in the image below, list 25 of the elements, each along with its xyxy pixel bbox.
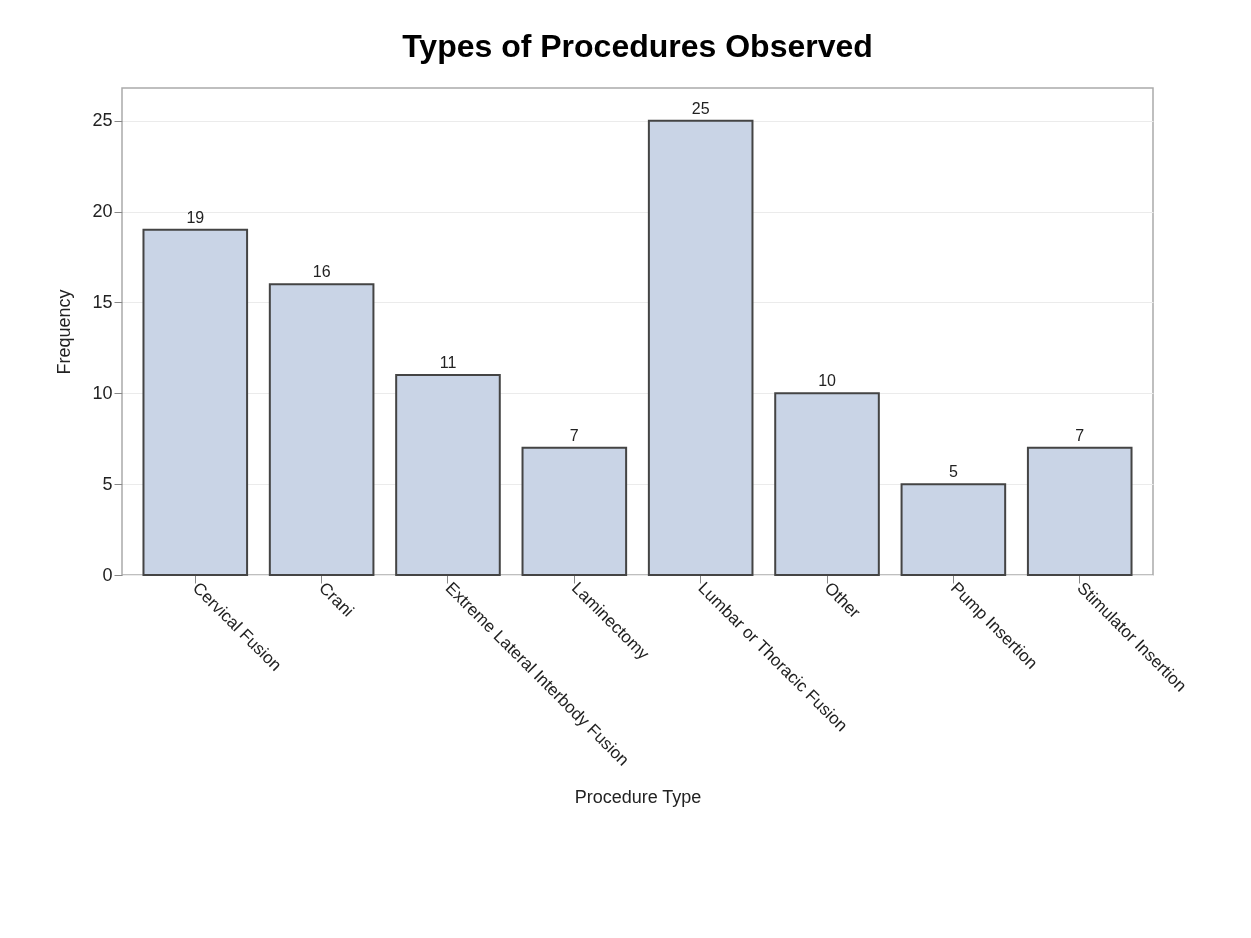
y-tick-label: 10 [92, 382, 113, 403]
data-label: 16 [312, 263, 331, 281]
data-label: 25 [691, 99, 710, 117]
y-tick-label: 15 [92, 291, 113, 312]
bar [647, 119, 754, 576]
bar [1026, 446, 1133, 576]
x-axis-title: Procedure Type [574, 786, 702, 807]
data-label: 11 [439, 354, 457, 372]
bar [142, 228, 249, 576]
bar [268, 283, 375, 576]
data-label: 7 [1075, 426, 1085, 444]
chart-title: Types of Procedures Observed [402, 28, 873, 64]
y-axis-title: Frequency [54, 289, 75, 375]
data-label: 7 [569, 426, 579, 444]
bar [774, 392, 880, 576]
bar [395, 374, 501, 576]
data-label: 5 [948, 463, 958, 481]
y-tick-label: 5 [102, 473, 113, 494]
bar [521, 446, 628, 576]
data-label: 19 [186, 208, 205, 226]
data-label: 10 [818, 372, 837, 390]
y-tick-label: 0 [102, 564, 113, 585]
y-tick-label: 25 [92, 110, 113, 131]
y-tick-label: 20 [92, 201, 113, 222]
bar [900, 483, 1007, 576]
